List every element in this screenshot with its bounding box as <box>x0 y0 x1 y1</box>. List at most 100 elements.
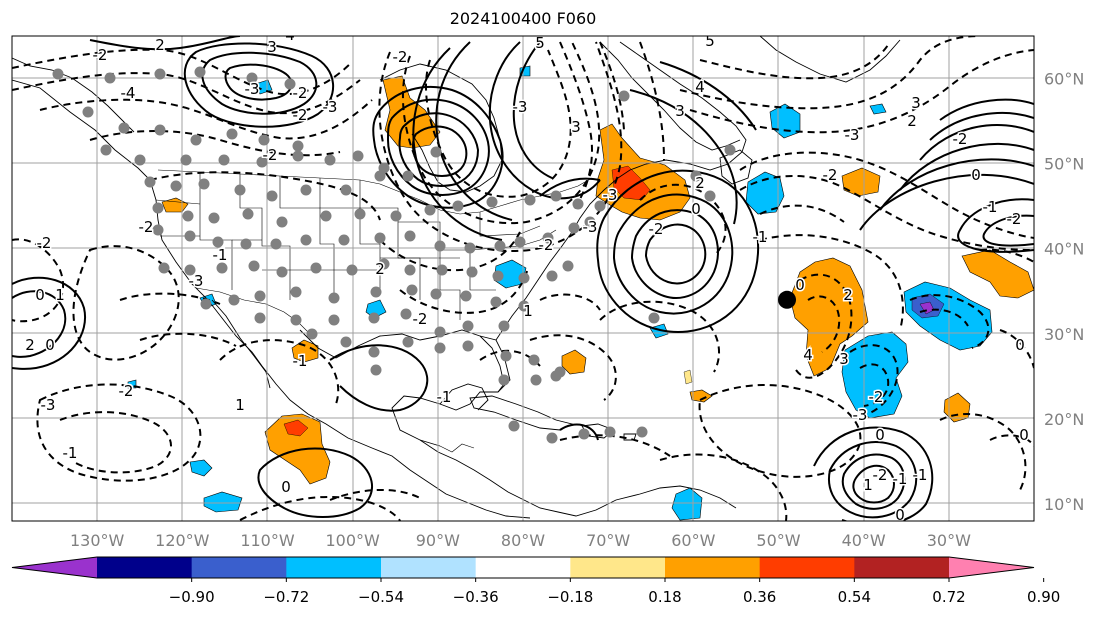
border-guatemala-mexico <box>439 443 475 453</box>
contour-dashed <box>119 292 221 305</box>
colorbar-tick-label: −0.18 <box>547 588 593 606</box>
longitude-label: 130°W <box>70 531 125 550</box>
contour-solid <box>412 47 503 241</box>
station-marker <box>254 312 266 324</box>
colorbar-segment <box>570 557 666 578</box>
contour-solid <box>813 426 934 521</box>
station-marker <box>618 90 630 102</box>
station-marker <box>494 240 506 252</box>
contour-label: 2 <box>155 36 165 54</box>
contour-dashed <box>759 234 904 331</box>
shade-negative-region <box>671 487 703 521</box>
contour-dashed <box>739 151 1034 239</box>
contour-label: -1 <box>63 444 78 462</box>
station-marker <box>434 342 446 354</box>
colorbar-tick-label: 0.54 <box>838 588 871 606</box>
coastline-alaska-panhandle <box>12 57 135 133</box>
colorbar-tick-label: −0.90 <box>169 588 215 606</box>
latitude-label: 50°N <box>1044 155 1084 174</box>
colorbar-tick-label: 0.36 <box>743 588 776 606</box>
station-marker <box>492 270 504 282</box>
contour-dashed <box>239 495 401 521</box>
colorbar-segment <box>475 557 571 578</box>
contour-label: -2 <box>37 234 52 252</box>
station-marker <box>154 68 166 80</box>
station-marker <box>276 266 288 278</box>
contour-label: 4 <box>803 346 813 364</box>
contour-label: -2 <box>93 46 108 64</box>
contour-dashed <box>999 329 1034 369</box>
contour-label: 0 <box>795 276 805 294</box>
contour-solid <box>957 198 1034 253</box>
station-marker <box>518 272 530 284</box>
station-marker <box>498 320 510 332</box>
colorbar-segment <box>381 557 477 578</box>
contour-dashed <box>989 434 1034 447</box>
station-marker <box>218 154 230 166</box>
station-marker <box>216 262 228 274</box>
station-marker <box>542 232 554 244</box>
border-state <box>279 176 335 300</box>
station-marker <box>400 308 412 320</box>
station-marker <box>434 240 446 252</box>
contour-solid <box>201 51 318 115</box>
station-marker <box>378 258 390 270</box>
shade-positive-region <box>283 419 309 437</box>
station-marker <box>424 204 436 216</box>
contour-label: 4 <box>695 78 705 96</box>
contour-dashed <box>739 174 1034 251</box>
contour-label: 3 <box>911 94 921 112</box>
shade-positive-region <box>841 167 881 197</box>
station-marker <box>550 370 562 382</box>
station-marker <box>462 320 474 332</box>
station-marker <box>212 236 224 248</box>
border-state <box>199 172 233 290</box>
station-marker <box>52 68 64 80</box>
station-marker <box>190 134 202 146</box>
coastline-gulf-of-mexico <box>299 329 511 447</box>
contour-label: 5 <box>705 32 715 50</box>
station-marker <box>258 134 270 146</box>
coastline-central-america <box>419 439 737 517</box>
longitude-label: 70°W <box>586 531 630 550</box>
contour-solid <box>559 423 599 441</box>
coastlines <box>12 36 901 519</box>
contour-solid <box>596 169 759 333</box>
colorbar-tick-label: 0.90 <box>1027 588 1060 606</box>
contour-dashed <box>559 41 593 213</box>
station-marker <box>568 222 580 234</box>
contour-label: -2 <box>139 218 154 236</box>
contour-dashed <box>939 413 1027 491</box>
shade-positive-region <box>961 249 1034 299</box>
colorbar-segment <box>97 557 193 578</box>
station-marker <box>310 262 322 274</box>
station-marker <box>404 264 416 276</box>
contour-solid <box>512 41 553 179</box>
station-marker <box>430 146 442 158</box>
station-marker <box>270 238 282 250</box>
contour-dashed <box>909 294 990 349</box>
station-marker <box>490 296 502 308</box>
station-marker <box>578 428 590 440</box>
contour-label: -1 <box>983 198 998 216</box>
colorbar-extend-high <box>949 557 1034 578</box>
station-marker <box>170 180 182 192</box>
contour-solid <box>879 158 1034 211</box>
shade-positive-region <box>689 389 713 403</box>
contour-label: 3 <box>839 350 849 368</box>
station-marker <box>464 242 476 254</box>
station-marker <box>328 292 340 304</box>
contour-label: 2 <box>907 112 917 130</box>
contour-dashed <box>399 267 529 314</box>
contour-solid <box>659 61 757 131</box>
contour-label: -2 <box>539 236 554 254</box>
station-marker <box>82 106 94 118</box>
coastline-atlantic <box>495 41 747 341</box>
contour-label: 0 <box>875 426 885 444</box>
contour-label: -3 <box>583 218 598 236</box>
longitude-label: 120°W <box>155 531 210 550</box>
shade-positive-region <box>611 165 651 201</box>
station-marker <box>452 200 464 212</box>
shade-positive-region <box>789 257 869 377</box>
